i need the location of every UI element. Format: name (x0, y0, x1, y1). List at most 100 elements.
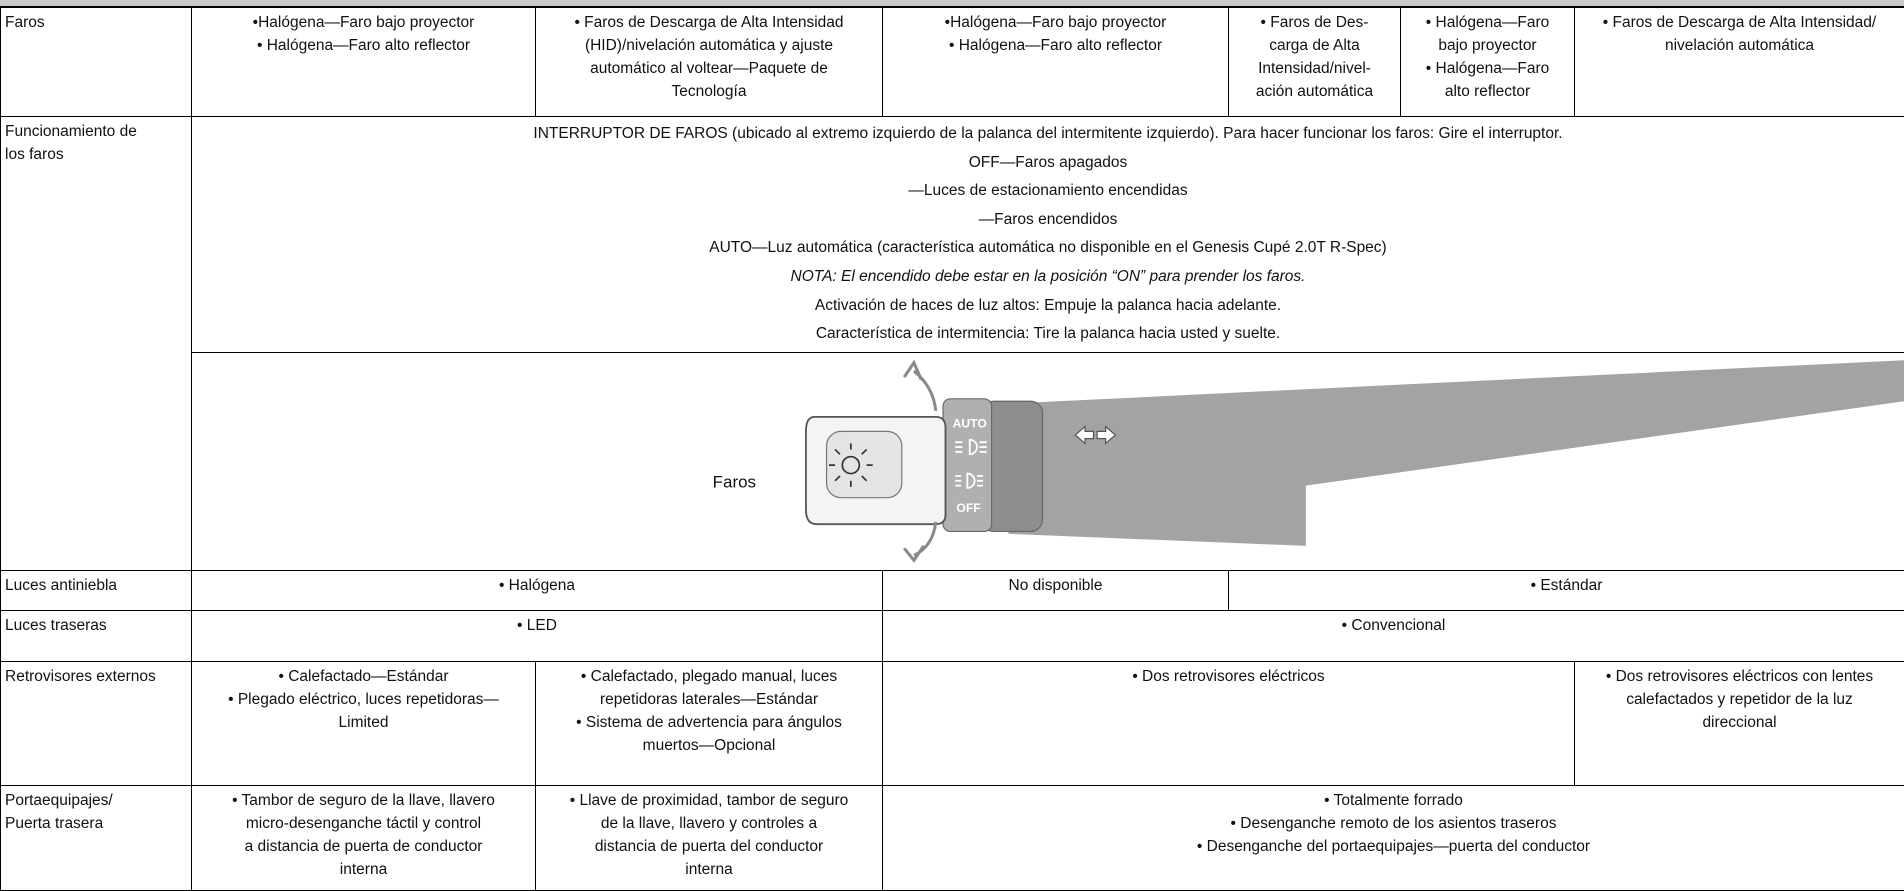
cell-line: • Halógena—Faro (1405, 57, 1570, 80)
label-line: los faros (5, 143, 187, 166)
row-label: Retrovisores externos (1, 662, 192, 786)
spec-cell: No disponible (883, 571, 1229, 611)
headlight-switch-illustration: AUTO OFF Faros (192, 353, 1904, 570)
cell-line: •Halógena—Faro bajo proyector (887, 11, 1224, 34)
table-row: Retrovisores externos• Calefactado—Están… (1, 662, 1904, 786)
auto-label: AUTO (953, 417, 987, 431)
cell-line: nivelación automática (1579, 34, 1900, 57)
cell-line: AUTO—Luz automática (característica auto… (196, 234, 1900, 263)
cell-line: • Convencional (887, 614, 1900, 637)
cell-line: repetidoras laterales—Estándar (540, 688, 878, 711)
spec-cell: • Dos retrovisores eléctricos (883, 662, 1575, 786)
cell-line: micro-desenganche táctil y control (196, 812, 531, 835)
cell-line: • Tambor de seguro de la llave, llavero (196, 789, 531, 812)
cell-line: calefactados y repetidor de la luz (1579, 688, 1900, 711)
cell-line: Limited (196, 711, 531, 734)
table-row: Luces traseras • LED • Convencional (1, 611, 1904, 662)
cell-line: NOTA: El encendido debe estar en la posi… (196, 263, 1900, 292)
cell-line: a distancia de puerta de conductor (196, 835, 531, 858)
spec-cell: • Faros de Descarga de Alta Intensidad/n… (1575, 8, 1904, 117)
header-bar (0, 0, 1904, 7)
spec-cell: •Halógena—Faro bajo proyector• Halógena—… (192, 8, 536, 117)
cell-line: • Halógena (196, 574, 878, 597)
cell-line: automático al voltear—Paquete de (540, 57, 878, 80)
cell-line: • Calefactado—Estándar (196, 665, 531, 688)
cell-line: • Plegado eléctrico, luces repetidoras— (196, 688, 531, 711)
spec-cell: INTERRUPTOR DE FAROS (ubicado al extremo… (192, 117, 1904, 353)
row-label: Portaequipajes/Puerta trasera (1, 786, 192, 891)
row-label: Luces antiniebla (1, 571, 192, 611)
cell-line: • Halógena—Faro (1405, 11, 1570, 34)
table-row: Luces antiniebla• Halógena No disponible •… (1, 571, 1904, 611)
label-line: Luces traseras (5, 614, 187, 637)
cell-line: • Faros de Descarga de Alta Intensidad (540, 11, 878, 34)
cell-line: Intensidad/nivel- (1233, 57, 1396, 80)
cell-line: • Llave de proximidad, tambor de seguro (540, 789, 878, 812)
table-row: Portaequipajes/Puerta trasera• Tambor de… (1, 786, 1904, 891)
cell-line: interna (196, 858, 531, 881)
cell-line: Activación de haces de luz altos: Empuje… (196, 292, 1900, 321)
cell-line: • Desenganche del portaequipajes—puerta … (887, 835, 1900, 858)
row-label: Luces traseras (1, 611, 192, 662)
cell-line: •Halógena—Faro bajo proyector (196, 11, 531, 34)
spec-cell: • Calefactado—Estándar• Plegado eléctric… (192, 662, 536, 786)
cell-line: • Faros de Descarga de Alta Intensidad/ (1579, 11, 1900, 34)
cell-line: • Sistema de advertencia para ángulos (540, 711, 878, 734)
cell-line: • Dos retrovisores eléctricos con lentes (1579, 665, 1900, 688)
label-line: Funcionamiento de (5, 120, 187, 143)
spec-cell: • LED (192, 611, 883, 662)
spec-cell: • Faros de Descarga de Alta Intensidad(H… (536, 8, 883, 117)
cell-line: direccional (1579, 711, 1900, 734)
cell-line: —Luces de estacionamiento encendidas (196, 177, 1900, 206)
cell-line: • Faros de Des- (1233, 11, 1396, 34)
cell-line: de la llave, llavero y controles a (540, 812, 878, 835)
cell-line: Tecnología (540, 80, 878, 103)
knob-face (827, 431, 902, 497)
label-line: Portaequipajes/ (5, 789, 187, 812)
stalk (1009, 360, 1904, 546)
spec-cell: • Halógena (192, 571, 883, 611)
cell-line: ación automática (1233, 80, 1396, 103)
cell-line: muertos—Opcional (540, 734, 878, 757)
cell-line: INTERRUPTOR DE FAROS (ubicado al extremo… (196, 120, 1900, 149)
spec-cell: • Convencional (883, 611, 1904, 662)
figure-row: AUTO OFF Faros (1, 353, 1904, 571)
cell-line: • Dos retrovisores eléctricos (887, 665, 1570, 688)
cell-line: bajo proyector (1405, 34, 1570, 57)
cell-line: No disponible (887, 574, 1224, 597)
cell-line: • Estándar (1233, 574, 1900, 597)
off-label: OFF (956, 501, 980, 515)
spec-cell: • Estándar (1229, 571, 1904, 611)
cell-line: • Totalmente forrado (887, 789, 1900, 812)
spec-cell: • Totalmente forrado• Desenganche remoto… (883, 786, 1904, 891)
spec-cell: • Dos retrovisores eléctricos con lentes… (1575, 662, 1904, 786)
spec-cell: •Halógena—Faro bajo proyector• Halógena—… (883, 8, 1229, 117)
cell-line: • Halógena—Faro alto reflector (887, 34, 1224, 57)
row-label: Faros (1, 8, 192, 117)
cell-line: (HID)/nivelación automática y ajuste (540, 34, 878, 57)
cell-line: distancia de puerta del conductor (540, 835, 878, 858)
label-line: Puerta trasera (5, 812, 187, 835)
cell-line: interna (540, 858, 878, 881)
spec-table: Faros•Halógena—Faro bajo proyector• Haló… (0, 7, 1904, 891)
cell-line: • Desenganche remoto de los asientos tra… (887, 812, 1900, 835)
cell-line: carga de Alta (1233, 34, 1396, 57)
label-line: Faros (5, 11, 187, 34)
cell-line: Característica de intermitencia: Tire la… (196, 320, 1900, 349)
label-line: Retrovisores externos (5, 665, 187, 688)
table-row: Faros•Halógena—Faro bajo proyector• Haló… (1, 8, 1904, 117)
cell-line: • LED (196, 614, 878, 637)
figure-cell: AUTO OFF Faros (192, 353, 1904, 571)
cell-line: • Halógena—Faro alto reflector (196, 34, 531, 57)
cell-line: —Faros encendidos (196, 206, 1900, 235)
cell-line: alto reflector (1405, 80, 1570, 103)
